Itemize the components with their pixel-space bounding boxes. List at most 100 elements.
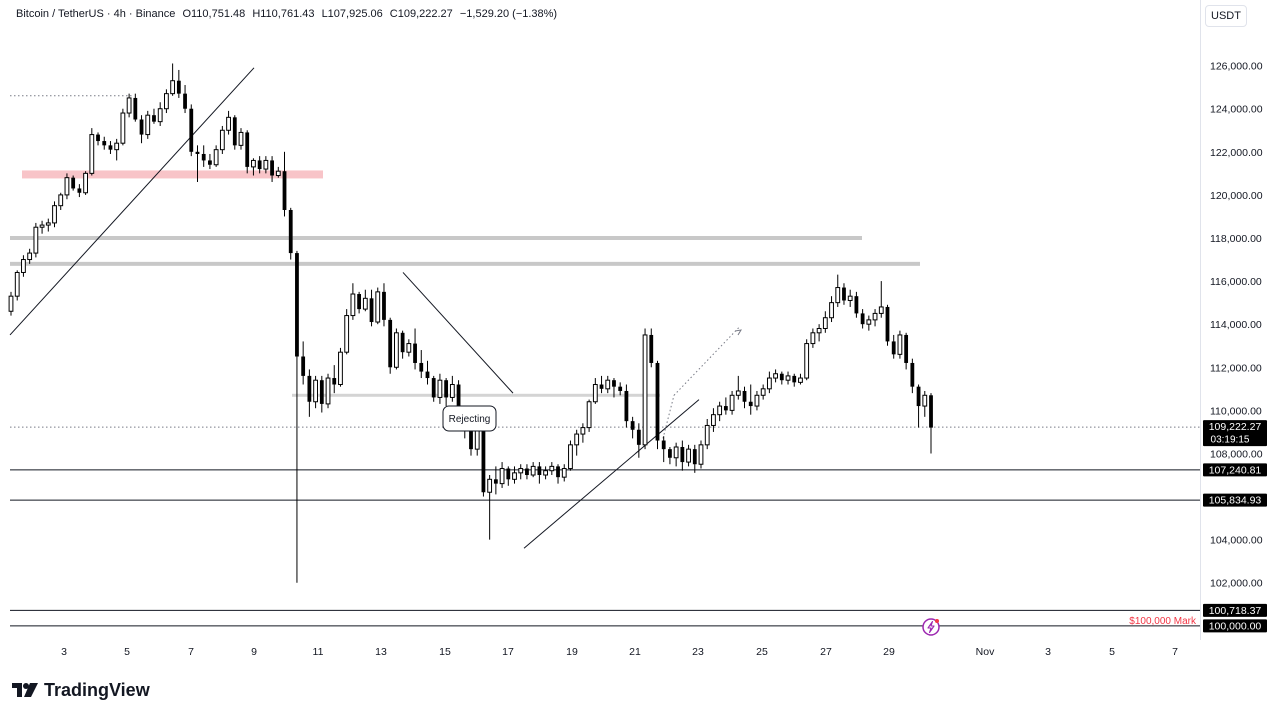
gray-level-line[interactable] bbox=[292, 393, 660, 397]
price-axis-label: 112,000.00 bbox=[1210, 362, 1262, 374]
price-axis[interactable]: 126,000.00 124,000.00 122,000.00 120,000.00… bbox=[1210, 61, 1263, 590]
candle-body bbox=[114, 142, 120, 151]
time-axis-label: 23 bbox=[692, 646, 704, 658]
candle-body bbox=[96, 134, 100, 142]
candle-body bbox=[698, 444, 704, 465]
candle-body bbox=[444, 380, 449, 398]
candle-body bbox=[400, 332, 405, 353]
price-tag-bg bbox=[1203, 493, 1267, 507]
candle-body bbox=[854, 296, 859, 314]
candle-body bbox=[655, 362, 660, 441]
candle bbox=[624, 384, 629, 428]
ohlc-close: C109,222.27 bbox=[389, 8, 453, 20]
candle-body bbox=[754, 394, 760, 407]
gray-level-line[interactable] bbox=[10, 236, 862, 240]
candle-body bbox=[866, 319, 872, 325]
supply-zone[interactable] bbox=[22, 170, 323, 179]
candle-body bbox=[599, 384, 604, 389]
price-tag: 100,718.37 bbox=[1203, 603, 1267, 617]
candle-body bbox=[574, 433, 580, 446]
candle-body bbox=[282, 171, 287, 210]
time-axis[interactable]: 3 5 7 9 11 13 15 17 19 21 23 25 27 29 Nov 3 5 7 bbox=[61, 646, 1178, 658]
candle-body bbox=[164, 93, 169, 110]
candle-body bbox=[126, 97, 132, 114]
candle bbox=[226, 110, 231, 135]
candle bbox=[655, 360, 660, 450]
ohlc-low: L107,925.06 bbox=[321, 8, 383, 20]
symbol-header[interactable]: Bitcoin / TetherUS · 4h · Binance O110,7… bbox=[16, 8, 561, 20]
price-axis-label: 110,000.00 bbox=[1210, 405, 1262, 417]
candle-body bbox=[332, 378, 337, 385]
candle bbox=[437, 373, 443, 404]
price-tag-bg bbox=[1203, 603, 1267, 617]
dotted-line[interactable] bbox=[662, 395, 675, 439]
trend-line[interactable] bbox=[9, 67, 255, 336]
price-axis-label: 108,000.00 bbox=[1210, 448, 1263, 460]
candle-body bbox=[723, 406, 728, 411]
candle bbox=[444, 378, 449, 407]
candle-body bbox=[612, 380, 616, 387]
candle-body bbox=[176, 80, 181, 94]
candle-body bbox=[14, 271, 20, 297]
candle bbox=[878, 281, 884, 318]
candle-body bbox=[71, 177, 76, 189]
candle bbox=[126, 93, 132, 118]
rejecting-callout[interactable]: Rejecting bbox=[442, 405, 497, 432]
price-axis-label: 104,000.00 bbox=[1210, 535, 1263, 547]
symbol-title[interactable]: Bitcoin / TetherUS · 4h · Binance bbox=[16, 8, 176, 20]
candle bbox=[338, 347, 343, 387]
candle bbox=[425, 360, 430, 385]
candle bbox=[866, 315, 872, 331]
candle bbox=[238, 128, 244, 150]
candle-body bbox=[842, 287, 846, 301]
price-tags: 109,222.27 03:19:15 107,240.81 105,834.93 10… bbox=[1203, 420, 1267, 633]
gray-level-line[interactable] bbox=[10, 261, 920, 266]
candle bbox=[481, 421, 486, 497]
candle-body bbox=[307, 375, 312, 402]
candlestick-series bbox=[8, 63, 933, 583]
candle-body bbox=[649, 334, 654, 363]
candle bbox=[164, 89, 169, 114]
candle-body bbox=[83, 172, 88, 194]
time-axis-label: 27 bbox=[820, 646, 832, 658]
candle-body bbox=[686, 448, 691, 463]
candle bbox=[760, 384, 766, 400]
candle-body bbox=[152, 115, 156, 122]
candle bbox=[574, 429, 580, 456]
candle-body bbox=[668, 449, 672, 458]
trend-line[interactable] bbox=[523, 399, 700, 549]
candle-body bbox=[195, 151, 200, 154]
alert-bolt-icon[interactable] bbox=[922, 618, 940, 636]
currency-button[interactable]: USDT bbox=[1205, 5, 1247, 27]
candle-body bbox=[238, 131, 244, 146]
candle-body bbox=[257, 160, 262, 170]
candle-body bbox=[64, 177, 70, 196]
candle bbox=[649, 328, 654, 368]
candle-body bbox=[586, 401, 592, 429]
candle bbox=[668, 446, 672, 465]
candle-body bbox=[487, 478, 493, 493]
candle bbox=[673, 442, 679, 467]
candle bbox=[394, 328, 399, 370]
horizontal-levels[interactable] bbox=[10, 170, 1200, 627]
price-tag: 105,834.93 bbox=[1203, 493, 1267, 507]
trend-line[interactable] bbox=[402, 272, 514, 394]
candle bbox=[27, 248, 33, 264]
candle-body bbox=[456, 384, 461, 415]
drawn-lines[interactable] bbox=[9, 67, 1200, 549]
candle bbox=[170, 63, 176, 96]
candle-body bbox=[717, 405, 723, 416]
candle-body bbox=[692, 449, 697, 465]
time-axis-label: 3 bbox=[1045, 646, 1051, 658]
candle bbox=[96, 132, 100, 146]
candle-body bbox=[350, 293, 356, 317]
candle bbox=[829, 296, 834, 323]
candle-body bbox=[27, 252, 33, 261]
candle bbox=[618, 382, 623, 396]
price-axis-label: 126,000.00 bbox=[1210, 61, 1263, 73]
candle bbox=[133, 93, 138, 122]
price-axis-label: 116,000.00 bbox=[1210, 276, 1262, 288]
